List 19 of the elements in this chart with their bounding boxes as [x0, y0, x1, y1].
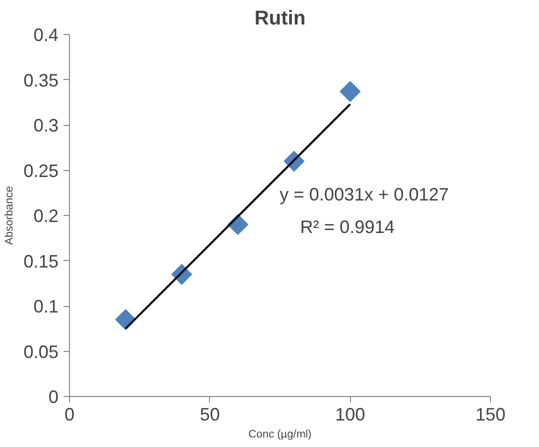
y-tick-label: 0.4	[33, 25, 59, 45]
annotation: R² = 0.9914	[300, 217, 395, 238]
y-tick-label: 0.2	[33, 206, 59, 226]
y-tick-label: 0.1	[33, 296, 59, 316]
y-axis-title: Absorbance	[3, 186, 16, 245]
x-axis-title: Conc (µg/ml)	[248, 428, 312, 440]
chart-title: Rutin	[254, 8, 306, 30]
x-tick-label: 150	[475, 404, 506, 424]
x-tick-label: 50	[200, 404, 220, 424]
x-tick-label: 0	[64, 404, 75, 424]
y-tick-label: 0.3	[33, 116, 59, 136]
annotation: y = 0.0031x + 0.0127	[280, 184, 449, 205]
y-tick-label: 0.25	[23, 160, 59, 181]
y-tick-label: 0	[48, 387, 59, 407]
y-tick-label: 0.15	[23, 251, 59, 272]
y-tick-label: 0.35	[23, 70, 59, 90]
point	[340, 81, 361, 102]
y-tick-label: 0.05	[23, 342, 59, 362]
x-tick-label: 100	[335, 404, 366, 424]
